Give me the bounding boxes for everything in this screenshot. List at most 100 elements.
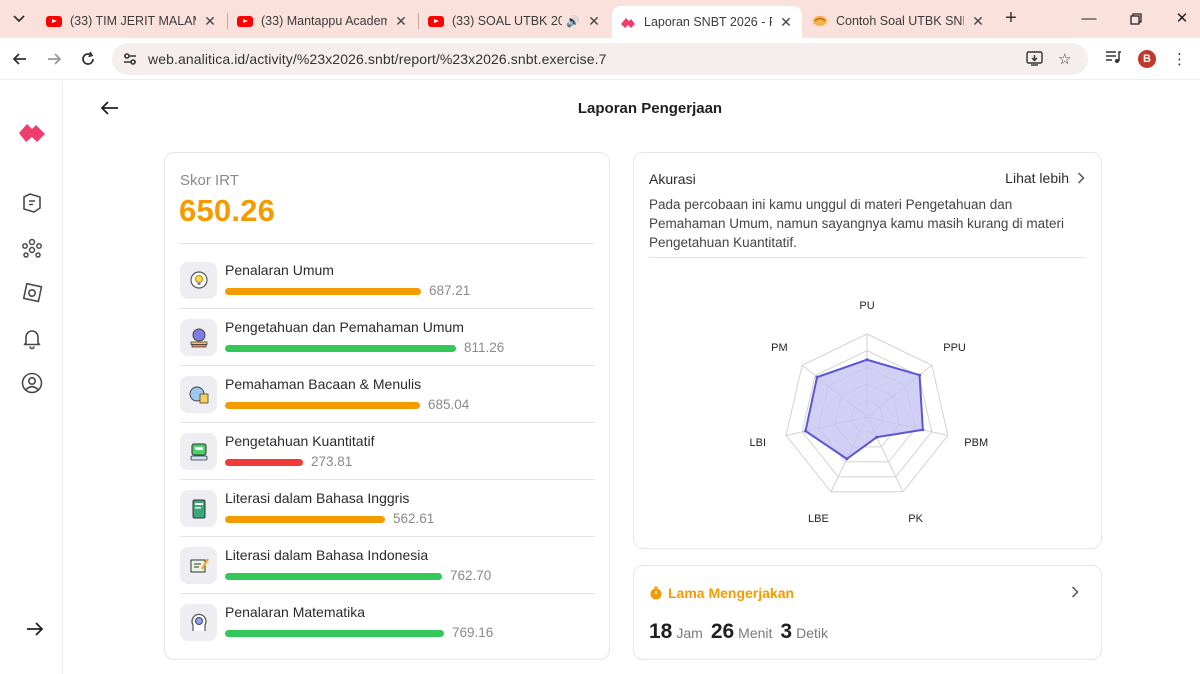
restore-icon[interactable]	[1124, 8, 1148, 30]
tab-title: (33) SOAL UTBK 2025	[452, 14, 563, 28]
close-icon[interactable]: ✕	[395, 12, 407, 29]
app-sidebar	[0, 81, 63, 674]
radar-label-pu: PU	[859, 300, 874, 312]
globe-books-icon	[180, 319, 217, 356]
close-icon[interactable]: ✕	[972, 12, 984, 29]
community-icon[interactable]	[20, 236, 44, 260]
forward-icon[interactable]	[43, 48, 65, 70]
radar-grid-ring	[785, 333, 949, 493]
duration-seconds-unit: Detik	[796, 625, 828, 641]
close-window-icon[interactable]: ✕	[1175, 10, 1189, 27]
bell-icon[interactable]	[20, 326, 44, 350]
back-arrow-icon[interactable]	[98, 96, 122, 120]
divider	[180, 243, 595, 244]
back-icon[interactable]	[9, 48, 31, 70]
youtube-icon	[46, 13, 62, 29]
tab-title: (33) TIM JERIT MALAM D	[70, 14, 196, 28]
close-icon[interactable]: ✕	[588, 12, 600, 29]
duration-minutes: 26	[710, 620, 735, 643]
subject-row: Literasi dalam Bahasa Inggris 562.61	[180, 480, 595, 537]
calculator-icon	[180, 433, 217, 470]
radar-label-pbm: PBM	[964, 437, 988, 449]
address-bar[interactable]: web.analitica.id/activity/%23x2026.snbt/…	[112, 43, 1088, 75]
radar-point-ppu	[918, 373, 922, 377]
score-label: Skor IRT	[180, 172, 239, 189]
profile-icon[interactable]	[20, 371, 44, 395]
subject-row: Pengetahuan dan Pemahaman Umum 811.26	[180, 309, 595, 366]
url-text[interactable]: web.analitica.id/activity/%23x2026.snbt/…	[148, 51, 607, 67]
math-head-icon	[180, 604, 217, 641]
analitica-logo[interactable]	[17, 118, 47, 144]
expand-sidebar-icon[interactable]	[24, 618, 46, 640]
subject-name: Penalaran Matematika	[225, 604, 366, 620]
bookmark-star-icon[interactable]: ☆	[1058, 51, 1072, 68]
youtube-icon	[428, 13, 444, 29]
analitica-logo	[620, 14, 636, 30]
install-app-icon[interactable]	[1026, 50, 1043, 71]
subject-score-value: 562.61	[393, 511, 435, 526]
profile-avatar[interactable]: B	[1138, 50, 1156, 68]
chevron-right-icon	[1077, 172, 1085, 184]
browser-toolbar: web.analitica.id/activity/%23x2026.snbt/…	[0, 38, 1200, 80]
see-more-link[interactable]: Lihat lebih	[1005, 170, 1085, 186]
close-icon[interactable]: ✕	[780, 13, 792, 30]
page-title: Laporan Pengerjaan	[577, 100, 723, 117]
radar-label-ppu: PPU	[943, 342, 966, 354]
tab-title: (33) Mantappu Academy	[261, 14, 387, 28]
accuracy-card: Akurasi Lihat lebih Pada percobaan ini k…	[633, 152, 1102, 549]
radar-point-lbe	[845, 457, 849, 461]
browser-tab-5[interactable]: Contoh Soal UTBK SNBT ✕	[804, 6, 994, 36]
accuracy-title: Akurasi	[649, 171, 696, 187]
divider	[649, 257, 1086, 258]
subject-score-value: 811.26	[464, 340, 505, 355]
duration-minutes-unit: Menit	[738, 625, 773, 641]
subject-score-bar	[225, 402, 420, 409]
stopwatch-icon	[650, 586, 662, 600]
explore-icon[interactable]	[20, 281, 44, 305]
close-icon[interactable]: ✕	[204, 12, 216, 29]
browser-tab-4[interactable]: Laporan SNBT 2026 - Par ✕	[612, 6, 802, 38]
browser-tab-3[interactable]: (33) SOAL UTBK 2025 🔊 ✕	[420, 6, 610, 36]
browser-tab-bar: (33) TIM JERIT MALAM D ✕ (33) Mantappu A…	[0, 0, 1200, 38]
subject-score-bar	[225, 288, 421, 295]
radar-label-lbe: LBE	[808, 513, 829, 525]
browser-tab-2[interactable]: (33) Mantappu Academy ✕	[229, 6, 417, 36]
radar-point-lbi	[804, 429, 808, 433]
media-control-icon[interactable]	[1105, 50, 1121, 68]
duration-title-text: Lama Mengerjakan	[668, 585, 795, 601]
browser-tab-1[interactable]: (33) TIM JERIT MALAM D ✕	[38, 6, 226, 36]
subject-score-value: 769.16	[452, 625, 494, 640]
subject-name: Pemahaman Bacaan & Menulis	[225, 376, 422, 392]
duration-card[interactable]: Lama Mengerjakan 18 Jam 26 Menit 3 Detik	[633, 565, 1102, 660]
duration-hours-unit: Jam	[676, 625, 703, 641]
practice-icon[interactable]	[20, 191, 44, 215]
radar-point-pu	[865, 358, 869, 362]
subject-score-bar	[225, 345, 456, 352]
chevron-right-icon[interactable]	[1071, 586, 1079, 598]
subject-score-bar	[225, 573, 442, 580]
new-tab-button[interactable]: +	[1005, 7, 1017, 29]
duration-title: Lama Mengerjakan	[649, 585, 794, 601]
site-info-icon[interactable]	[122, 51, 138, 67]
radar-label-lbi: LBI	[750, 437, 767, 449]
subject-name: Literasi dalam Bahasa Inggris	[225, 490, 410, 506]
reading-globe-icon	[180, 376, 217, 413]
subject-score-value: 685.04	[428, 397, 470, 412]
tab-search-icon[interactable]	[8, 8, 30, 30]
radar-value-area	[804, 358, 924, 461]
radar-point-pm	[815, 375, 819, 379]
subject-row: Literasi dalam Bahasa Indonesia 762.70	[180, 537, 595, 594]
subject-name: Pengetahuan Kuantitatif	[225, 433, 375, 449]
score-value: 650.26	[179, 193, 276, 228]
radar-label-pk: PK	[908, 513, 923, 525]
tab-title: Laporan SNBT 2026 - Par	[644, 15, 772, 29]
reload-icon[interactable]	[77, 48, 99, 70]
radar-point-pk	[875, 435, 879, 439]
browser-menu-icon[interactable]: ⋮	[1172, 51, 1187, 68]
subject-row: Pengetahuan Kuantitatif 273.81	[180, 423, 595, 480]
score-card: Skor IRT 650.26 Penalaran Umum 687.21 Peng…	[164, 152, 610, 660]
speaker-icon[interactable]: 🔊	[566, 15, 580, 28]
subject-name: Literasi dalam Bahasa Indonesia	[225, 547, 429, 563]
youtube-icon	[237, 13, 253, 29]
minimize-icon[interactable]: —	[1081, 10, 1097, 27]
